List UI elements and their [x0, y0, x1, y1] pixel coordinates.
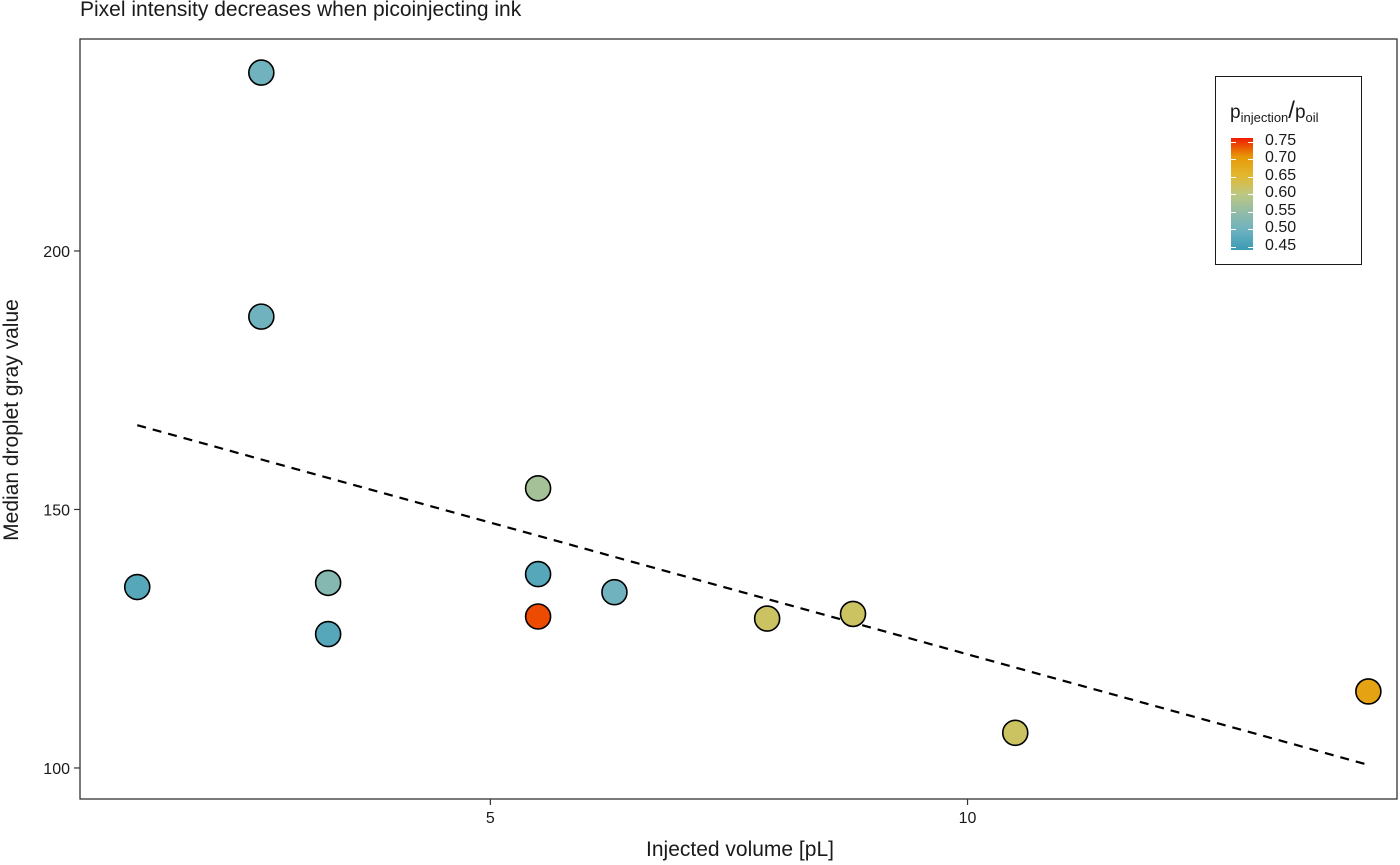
- colorbar-tick-mark: [1248, 246, 1253, 248]
- data-point: [1001, 719, 1029, 747]
- data-point: [123, 573, 151, 601]
- legend-title: pinjection/poil: [1230, 97, 1319, 125]
- legend-title-p1: p: [1230, 102, 1241, 123]
- y-tick-label: 150: [43, 502, 70, 519]
- data-point: [248, 303, 275, 330]
- data-point: [839, 600, 867, 628]
- y-axis-label: Median droplet gray value: [0, 299, 23, 541]
- data-point: [524, 560, 552, 588]
- x-tick-label: 5: [486, 810, 495, 827]
- colorbar-tick-label: 0.50: [1265, 219, 1297, 236]
- data-point: [524, 474, 552, 502]
- x-tick-label: 10: [959, 810, 977, 827]
- colorbar-tick-label: 0.55: [1265, 201, 1297, 219]
- colorbar-tick-mark: [1231, 246, 1236, 248]
- data-point: [248, 59, 275, 86]
- legend-title-sub1: injection: [1240, 110, 1289, 125]
- legend-title-p2: p: [1294, 102, 1306, 123]
- colorbar-tick-mark: [1248, 159, 1253, 160]
- colorbar-tick-label: 0.65: [1265, 166, 1297, 184]
- colorbar-tick-label: 0.45: [1265, 236, 1297, 254]
- data-point: [314, 569, 342, 597]
- data-point: [1355, 678, 1382, 705]
- colorbar-tick-label: 0.75: [1265, 131, 1297, 149]
- data-point: [601, 578, 628, 606]
- colorbar-tick-mark: [1248, 211, 1253, 213]
- colorbar-tick-mark: [1248, 176, 1253, 178]
- colorbar-tick-mark: [1248, 141, 1253, 143]
- colorbar-tick-mark: [1231, 211, 1236, 213]
- colorbar-tick-mark: [1248, 194, 1253, 195]
- colorbar-tick-label: 0.70: [1265, 149, 1297, 166]
- colorbar-gradient: [1231, 138, 1253, 250]
- plot-panel-border: [79, 38, 1398, 800]
- colorbar-tick-mark: [1231, 159, 1236, 160]
- colorbar-legend: pinjection/poil 0.75 0.70 0.65 0.60 0.55 0.50…: [1215, 76, 1362, 265]
- data-point: [753, 605, 781, 632]
- y-tick-label: 100: [43, 761, 70, 778]
- colorbar-tick-mark: [1231, 141, 1236, 143]
- colorbar-tick-mark: [1231, 194, 1236, 195]
- colorbar-tick-label: 0.60: [1265, 184, 1297, 201]
- colorbar-tick-mark: [1248, 229, 1253, 230]
- legend-title-sep: /: [1288, 97, 1295, 124]
- legend-title-sub2: oil: [1305, 110, 1319, 125]
- data-point: [524, 603, 552, 630]
- colorbar-tick-mark: [1231, 176, 1236, 178]
- y-tick-label: 200: [43, 244, 70, 261]
- chart-title: Pixel intensity decreases when picoinjec…: [80, 0, 522, 21]
- colorbar-tick-mark: [1231, 229, 1236, 230]
- x-axis-label: Injected volume [pL]: [646, 838, 834, 861]
- trend-line: [136, 424, 1369, 766]
- data-point: [314, 620, 342, 648]
